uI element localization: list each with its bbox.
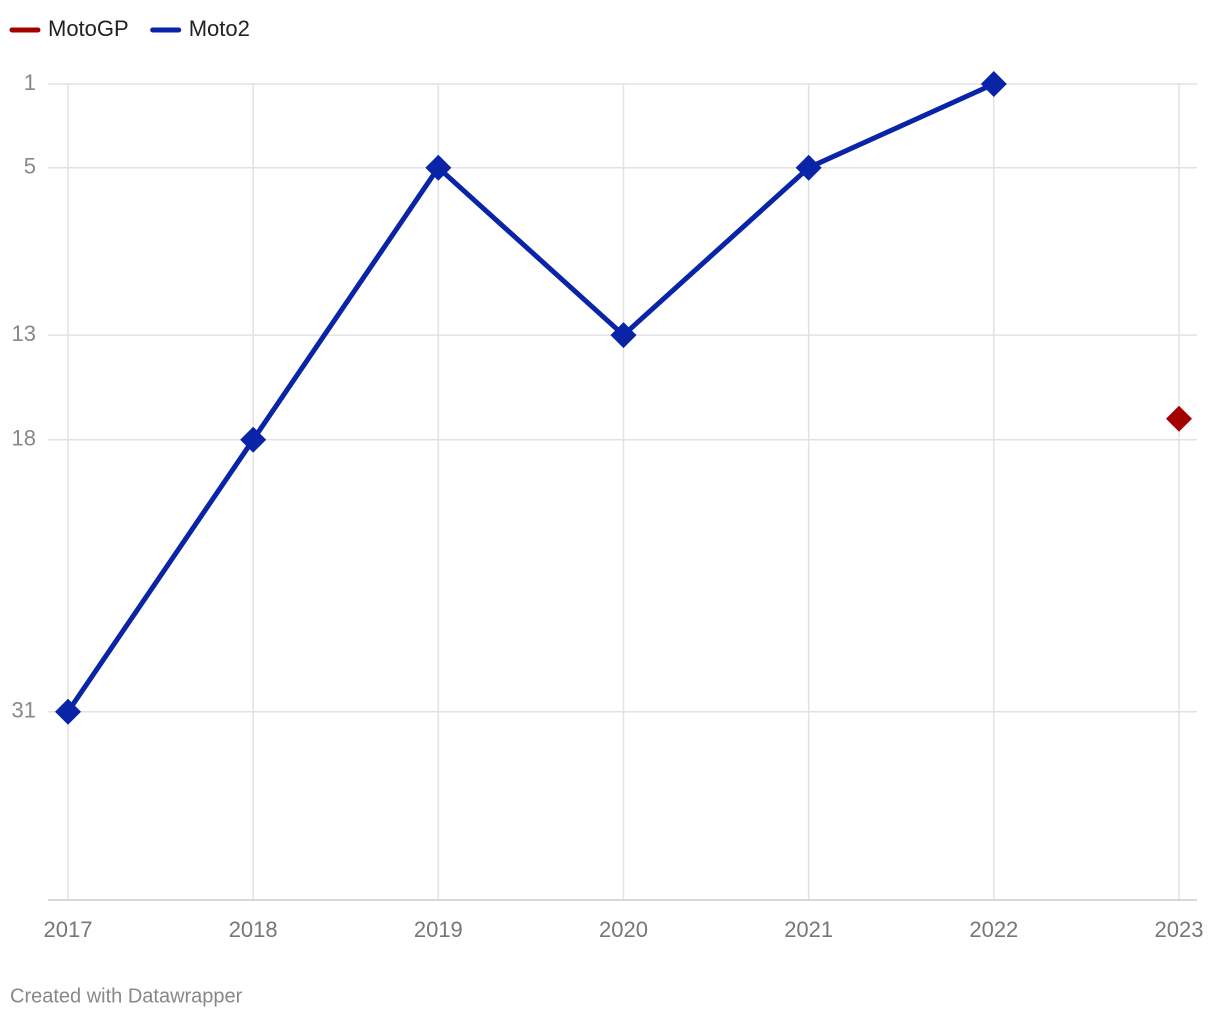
point-marker bbox=[1166, 405, 1192, 432]
y-tick-label: 5 bbox=[24, 154, 36, 179]
x-tick-label: 2022 bbox=[969, 917, 1018, 942]
x-tick-label: 2018 bbox=[229, 917, 278, 942]
legend-label: MotoGP bbox=[48, 16, 129, 41]
point-marker bbox=[610, 322, 637, 349]
point-marker bbox=[55, 698, 81, 725]
y-tick-label: 31 bbox=[12, 698, 36, 723]
point-marker bbox=[240, 426, 267, 453]
point-marker bbox=[795, 154, 822, 181]
x-tick-label: 2019 bbox=[414, 917, 463, 942]
series-line bbox=[65, 81, 995, 714]
y-tick-label: 1 bbox=[24, 70, 36, 95]
point-marker bbox=[980, 71, 1007, 97]
x-tick-label: 2017 bbox=[44, 917, 93, 942]
x-tick-label: 2023 bbox=[1155, 917, 1204, 942]
y-tick-label: 18 bbox=[12, 426, 36, 451]
point-marker bbox=[425, 154, 452, 181]
credit: Created with Datawrapper bbox=[10, 985, 243, 1007]
legend-label: Moto2 bbox=[189, 16, 250, 41]
x-tick-label: 2020 bbox=[599, 917, 648, 942]
x-tick-label: 2021 bbox=[784, 917, 833, 942]
y-tick-label: 13 bbox=[12, 321, 36, 346]
